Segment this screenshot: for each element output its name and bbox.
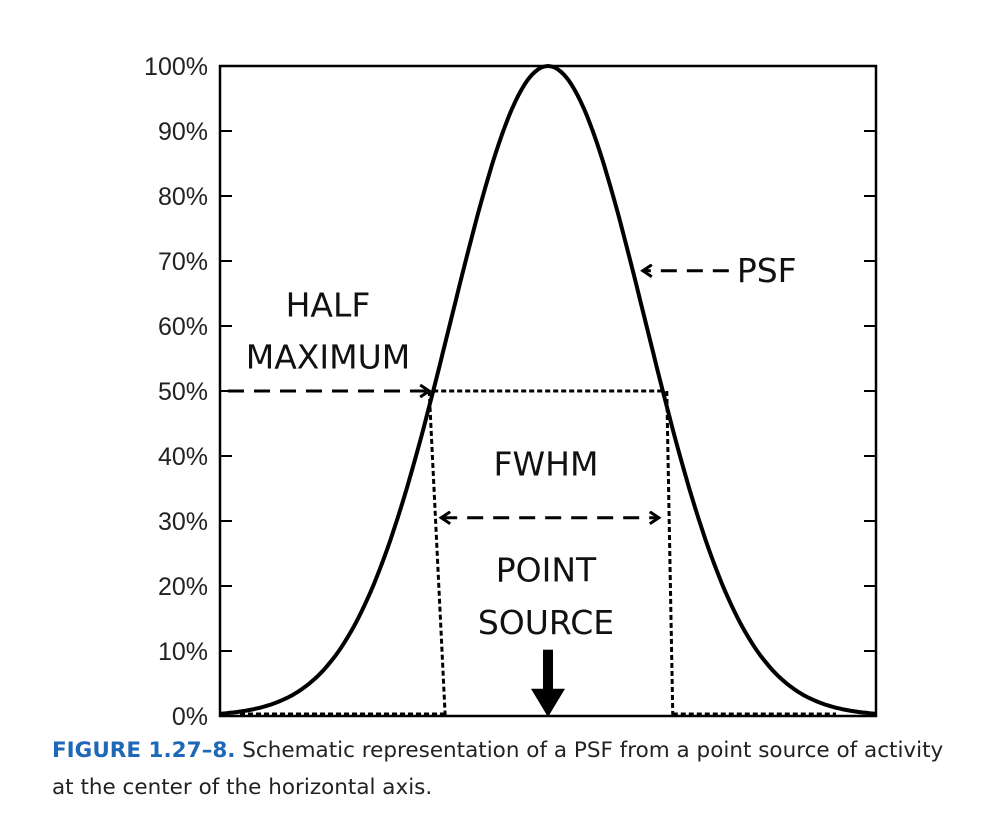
half-maximum-label-line2: MAXIMUM: [246, 337, 410, 376]
y-tick-label: 0%: [172, 703, 208, 730]
y-tick-label: 100%: [144, 53, 208, 81]
psf-label: PSF: [737, 251, 797, 290]
y-tick-label: 40%: [158, 443, 208, 471]
y-tick-label: 90%: [158, 118, 208, 146]
fwhm-left-dropline: [427, 390, 447, 717]
y-tick-label: 80%: [158, 183, 208, 211]
figure-label: FIGURE 1.27–8.: [52, 738, 236, 763]
y-tick-label: 70%: [158, 248, 208, 276]
figure-caption: FIGURE 1.27–8. Schematic representation …: [52, 732, 962, 806]
y-tick-label: 30%: [158, 508, 208, 536]
y-tick-label: 10%: [158, 638, 208, 666]
psf-curve: [219, 63, 877, 716]
fwhm-label: FWHM: [494, 445, 599, 484]
point-source-label-line2: SOURCE: [478, 603, 614, 642]
y-axis-ticks: [220, 65, 876, 717]
fwhm-right-dropline: [665, 390, 675, 717]
point-source-arrow: [531, 649, 565, 717]
y-axis-labels: 0% 10% 20% 30% 40% 50% 60% 70% 80% 90% 100%: [144, 53, 208, 730]
y-tick-label: 60%: [158, 313, 208, 341]
psf-chart: 0% 10% 20% 30% 40% 50% 60% 70% 80% 90% 100% HALF M…: [144, 53, 878, 730]
y-tick-label: 20%: [158, 573, 208, 601]
caption-text: Schematic representation of a PSF from a…: [52, 738, 944, 800]
psf-figure: 0% 10% 20% 30% 40% 50% 60% 70% 80% 90% 100% HALF M…: [144, 53, 878, 730]
half-maximum-label-line1: HALF: [286, 285, 371, 324]
y-tick-label: 50%: [158, 378, 208, 406]
point-source-label-line1: POINT: [496, 550, 597, 589]
